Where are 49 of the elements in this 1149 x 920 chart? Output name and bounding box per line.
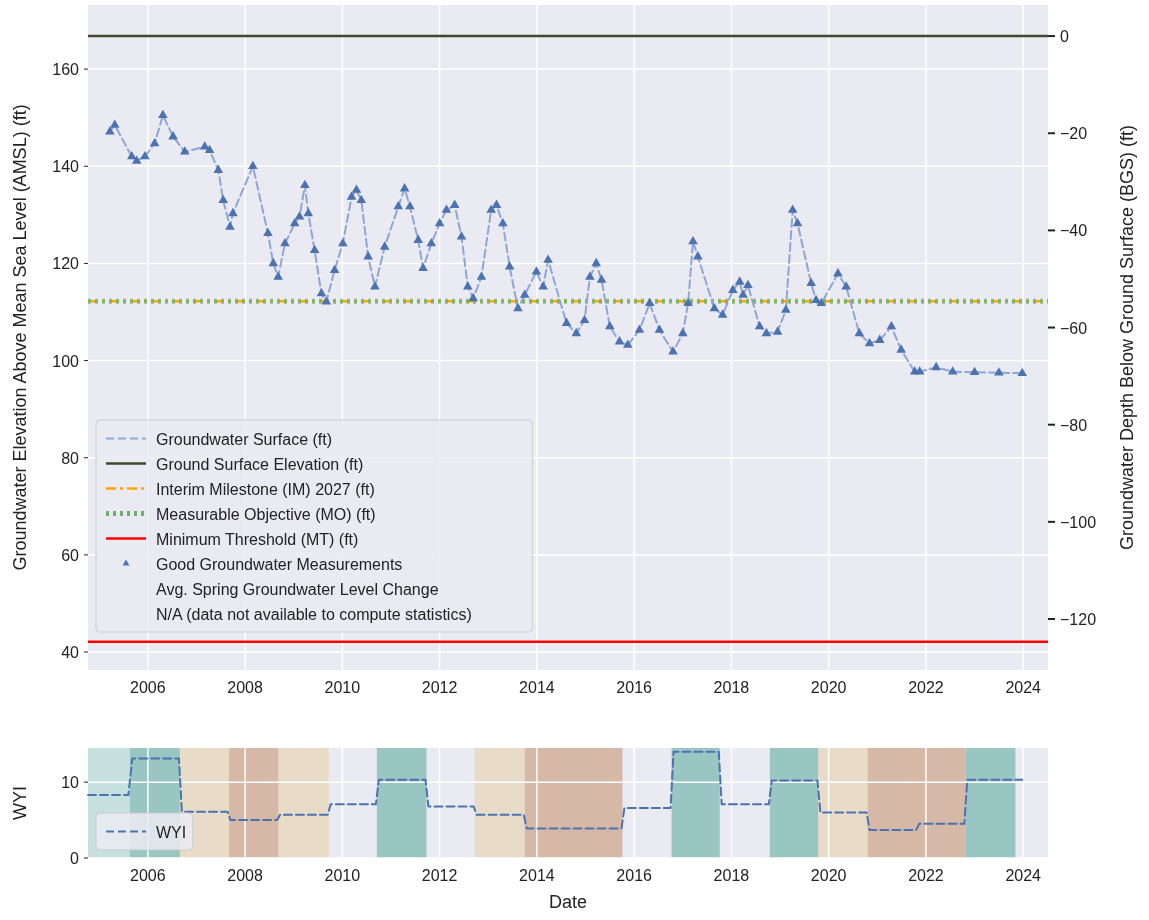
x-tick-label: 2010	[324, 679, 361, 696]
y-tick-label: 10	[61, 774, 80, 792]
y-tick-label: 60	[61, 546, 80, 564]
y-tick-label: 140	[52, 158, 80, 176]
x-tick-label: 2016	[616, 867, 653, 884]
y-axis-title: WYI	[10, 786, 30, 820]
x-tick-label: 2012	[421, 867, 458, 884]
y-tick-label: 80	[61, 449, 80, 467]
x-tick-label: 2018	[713, 867, 750, 884]
legend-label: Measurable Objective (MO) (ft)	[156, 505, 376, 523]
x-tick-label: 2010	[324, 867, 361, 884]
y-tick-label: 0	[70, 850, 80, 867]
y2-tick-label: −60	[1060, 319, 1088, 337]
legend-label: Interim Milestone (IM) 2027 (ft)	[156, 480, 375, 498]
x-tick-label: 2020	[810, 867, 847, 884]
x-tick-label: 2024	[1005, 679, 1042, 696]
y2-tick-label: −120	[1060, 611, 1097, 628]
y-axis-title: Groundwater Elevation Above Mean Sea Level (AMSL) (ft)	[10, 104, 30, 571]
y-tick-label: 100	[52, 352, 80, 370]
y2-tick-label: −100	[1060, 513, 1097, 531]
x-tick-label: 2018	[713, 679, 750, 696]
legend-label: WYI	[156, 823, 187, 841]
annotation: Avg. Spring Groundwater Level Change	[156, 580, 439, 598]
y-tick-label: 160	[52, 61, 80, 79]
x-tick-label: 2016	[616, 679, 653, 696]
x-tick-label: 2014	[519, 867, 555, 884]
y-tick-label: 120	[52, 255, 80, 273]
x-tick-label: 2012	[421, 679, 458, 696]
legend-label: Minimum Threshold (MT) (ft)	[156, 530, 359, 548]
x-axis-title: Date	[548, 892, 588, 912]
x-tick-label: 2008	[227, 679, 263, 696]
y2-tick-label: −20	[1060, 125, 1088, 143]
x-tick-label: 2006	[130, 679, 166, 696]
y2-axis-title: Groundwater Depth Below Ground Surface (BGS) (ft)	[1117, 124, 1137, 551]
y-tick-label: 40	[61, 644, 80, 662]
x-tick-label: 2022	[908, 679, 944, 696]
x-tick-label: 2020	[810, 679, 847, 696]
y2-tick-label: −80	[1060, 416, 1088, 434]
legend-label: Good Groundwater Measurements	[156, 555, 403, 573]
y2-tick-label: 0	[1060, 28, 1069, 46]
legend-label: Ground Surface Elevation (ft)	[156, 455, 364, 473]
x-tick-label: 2022	[908, 867, 944, 884]
annotation: N/A (data not available to compute statistics)	[156, 605, 472, 623]
x-tick-label: 2024	[1005, 867, 1042, 884]
y2-tick-label: −40	[1060, 222, 1088, 240]
x-tick-label: 2014	[519, 679, 555, 696]
x-tick-label: 2006	[130, 867, 166, 884]
x-tick-label: 2008	[227, 867, 263, 884]
legend-label: Groundwater Surface (ft)	[156, 430, 333, 448]
